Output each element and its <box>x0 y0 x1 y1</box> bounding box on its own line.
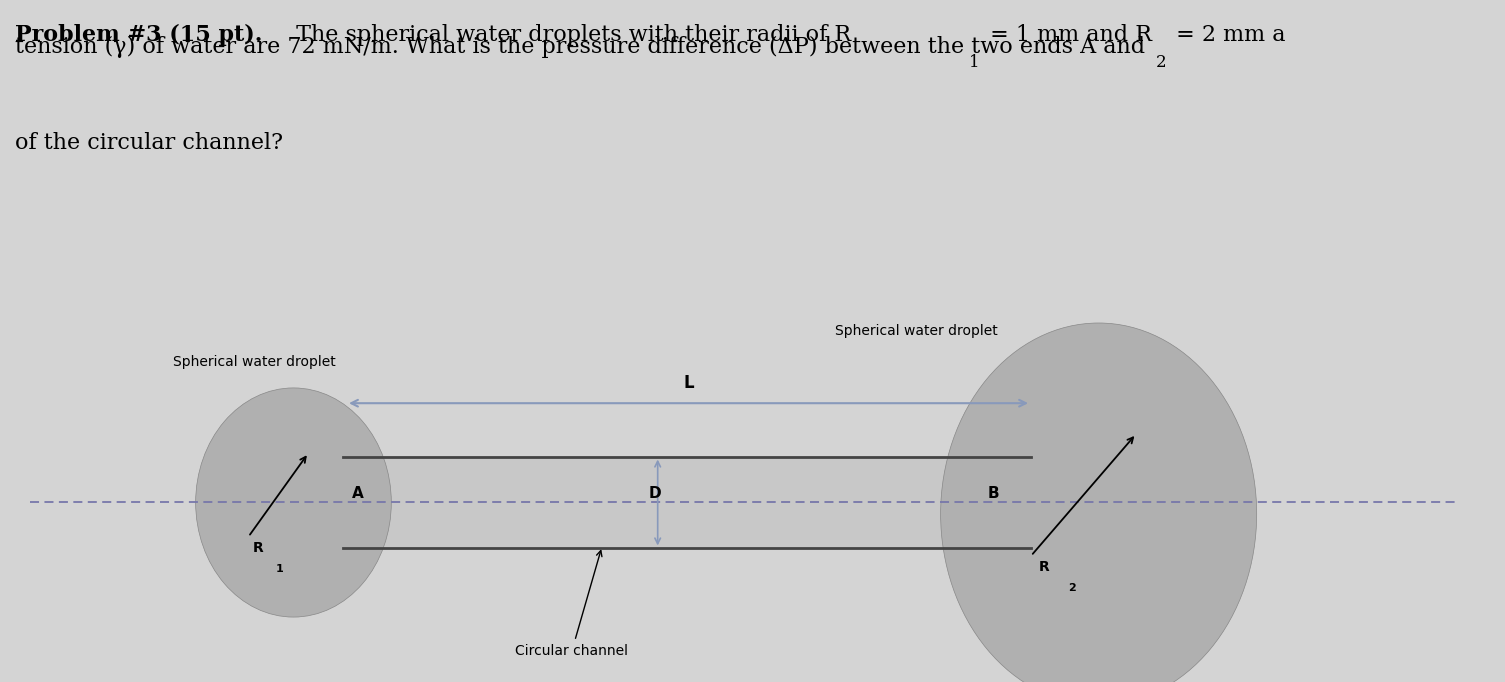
Ellipse shape <box>196 388 391 617</box>
Text: = 2 mm a: = 2 mm a <box>1169 24 1285 46</box>
Text: B: B <box>987 486 999 501</box>
Text: R: R <box>253 541 263 554</box>
Text: Problem #3 (15 pt).: Problem #3 (15 pt). <box>15 24 262 46</box>
Ellipse shape <box>941 323 1257 682</box>
Text: R: R <box>1038 560 1049 574</box>
Text: L: L <box>683 374 694 391</box>
Text: Spherical water droplet: Spherical water droplet <box>173 355 336 369</box>
Text: A: A <box>352 486 364 501</box>
Text: of the circular channel?: of the circular channel? <box>15 132 283 154</box>
Text: 1: 1 <box>275 563 283 574</box>
Text: = 1 mm and R: = 1 mm and R <box>983 24 1151 46</box>
Text: The spherical water droplets with their radii of R: The spherical water droplets with their … <box>289 24 852 46</box>
Text: D: D <box>649 486 661 501</box>
Text: Spherical water droplet: Spherical water droplet <box>835 324 998 338</box>
Text: Circular channel: Circular channel <box>515 550 629 658</box>
Text: 2: 2 <box>1156 54 1166 71</box>
Text: 1: 1 <box>969 54 980 71</box>
Text: 2: 2 <box>1069 582 1076 593</box>
Text: tension (γ) of water are 72 mN/m. What is the pressure difference (ΔP) between t: tension (γ) of water are 72 mN/m. What i… <box>15 36 1145 58</box>
Bar <box>343 457 1031 548</box>
